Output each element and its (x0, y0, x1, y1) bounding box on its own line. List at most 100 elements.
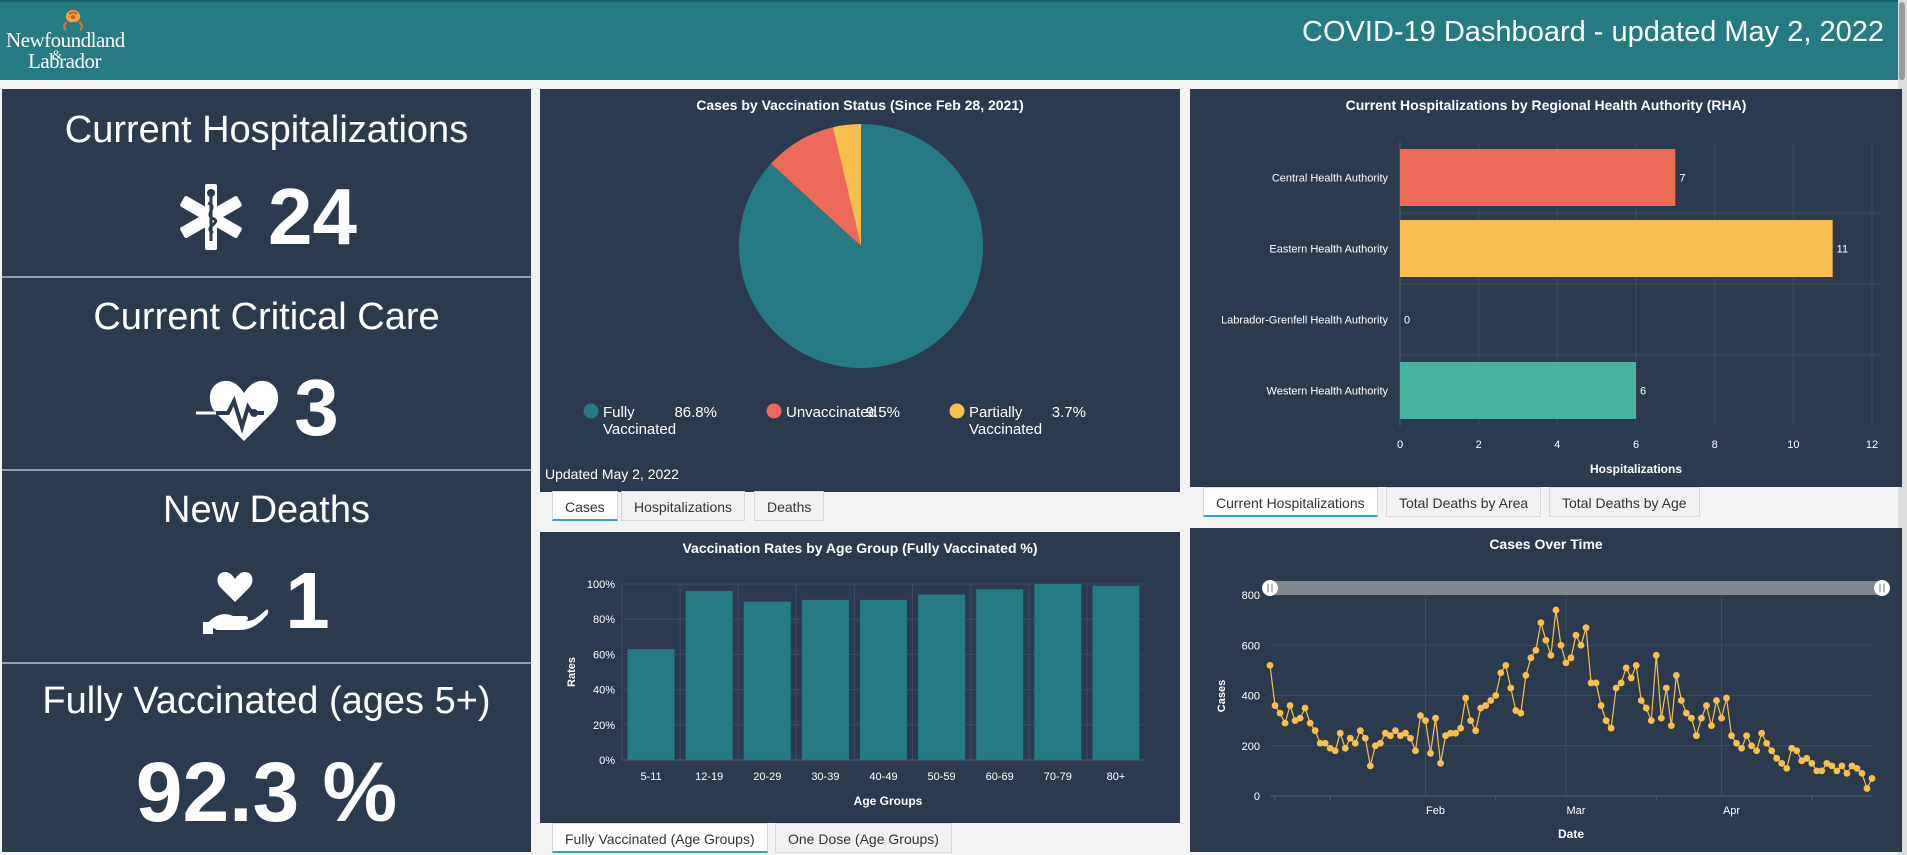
data-point[interactable] (1306, 719, 1314, 727)
date-range-slider[interactable] (1270, 581, 1882, 595)
data-point[interactable] (1743, 732, 1750, 740)
pie-slice-fully-vaccinated[interactable] (739, 124, 983, 369)
data-point[interactable] (1703, 702, 1710, 709)
data-point[interactable] (1512, 707, 1520, 714)
tab-total-deaths-by-age[interactable]: Total Deaths by Age (1549, 487, 1700, 517)
nl-logo[interactable]: Newfoundland & Labrador (6, 8, 136, 76)
data-point[interactable] (1567, 654, 1575, 662)
data-point[interactable] (1783, 764, 1791, 772)
bar-age-5-11[interactable] (627, 649, 675, 760)
data-point[interactable] (1291, 717, 1299, 725)
data-point[interactable] (1552, 606, 1560, 614)
bar-age-30-39[interactable] (801, 599, 849, 760)
data-point[interactable] (1773, 754, 1781, 762)
data-point[interactable] (1592, 679, 1600, 687)
data-point[interactable] (1422, 717, 1429, 725)
data-point[interactable] (1688, 714, 1695, 722)
data-point[interactable] (1562, 659, 1570, 667)
data-point[interactable] (1537, 619, 1545, 627)
data-point[interactable] (1587, 679, 1595, 687)
data-point[interactable] (1718, 714, 1725, 722)
data-point[interactable] (1427, 749, 1434, 757)
data-point[interactable] (1387, 732, 1394, 740)
data-point[interactable] (1542, 636, 1550, 644)
data-point[interactable] (1667, 722, 1675, 730)
data-point[interactable] (1532, 646, 1540, 654)
tab-one-dose-age-groups[interactable]: One Dose (Age Groups) (775, 823, 952, 853)
data-point[interactable] (1657, 714, 1665, 722)
data-point[interactable] (1341, 744, 1349, 752)
data-point[interactable] (1356, 727, 1364, 735)
data-point[interactable] (1517, 709, 1525, 717)
data-point[interactable] (1728, 732, 1735, 740)
data-point[interactable] (1452, 729, 1460, 737)
data-point[interactable] (1547, 651, 1555, 659)
data-point[interactable] (1502, 661, 1510, 669)
data-point[interactable] (1793, 747, 1801, 755)
data-point[interactable] (1662, 684, 1670, 692)
bar-age-20-29[interactable] (743, 601, 791, 760)
bar-central-health-authority[interactable] (1400, 149, 1676, 206)
bar-western-health-authority[interactable] (1400, 362, 1636, 419)
data-point[interactable] (1768, 747, 1776, 755)
slider-handle[interactable] (1262, 580, 1278, 596)
data-point[interactable] (1723, 694, 1730, 702)
bar-eastern-health-authority[interactable] (1400, 220, 1833, 277)
data-point[interactable] (1572, 631, 1580, 639)
cases-line-chart[interactable]: 0 200 400 600 800 Feb Mar Apr Date Cases (1190, 528, 1902, 852)
data-point[interactable] (1632, 661, 1640, 669)
data-point[interactable] (1708, 722, 1715, 730)
bar-age-70-79[interactable] (1034, 584, 1082, 760)
data-point[interactable] (1412, 747, 1419, 755)
data-point[interactable] (1276, 709, 1284, 717)
data-point[interactable] (1281, 719, 1289, 727)
data-point[interactable] (1472, 727, 1480, 735)
data-point[interactable] (1467, 717, 1475, 725)
data-point[interactable] (1271, 702, 1279, 709)
data-point[interactable] (1672, 672, 1680, 679)
data-point[interactable] (1316, 739, 1324, 747)
data-point[interactable] (1798, 757, 1806, 765)
tab-deaths[interactable]: Deaths (754, 491, 825, 521)
data-point[interactable] (1642, 704, 1650, 712)
data-point[interactable] (1863, 785, 1871, 792)
data-point[interactable] (1677, 697, 1685, 704)
data-point[interactable] (1381, 729, 1389, 737)
data-point[interactable] (1788, 744, 1796, 752)
data-point[interactable] (1522, 672, 1530, 679)
data-point[interactable] (1361, 734, 1369, 742)
tab-current-hospitalizations[interactable]: Current Hospitalizations (1203, 487, 1378, 517)
data-point[interactable] (1482, 702, 1490, 709)
data-point[interactable] (1266, 661, 1274, 669)
data-point[interactable] (1682, 709, 1690, 717)
data-point[interactable] (1351, 739, 1359, 747)
data-point[interactable] (1823, 759, 1831, 767)
tab-total-deaths-by-area[interactable]: Total Deaths by Area (1386, 487, 1542, 517)
data-point[interactable] (1402, 729, 1409, 737)
data-point[interactable] (1868, 775, 1876, 782)
bar-age-50-59[interactable] (918, 594, 966, 760)
data-point[interactable] (1497, 669, 1505, 677)
data-point[interactable] (1627, 674, 1635, 682)
data-point[interactable] (1417, 712, 1424, 719)
bar-age-40-49[interactable] (860, 599, 907, 760)
data-point[interactable] (1803, 754, 1811, 762)
data-point[interactable] (1407, 734, 1414, 742)
data-point[interactable] (1828, 762, 1836, 770)
data-point[interactable] (1331, 747, 1339, 755)
data-point[interactable] (1713, 697, 1720, 704)
data-point[interactable] (1507, 684, 1515, 692)
data-point[interactable] (1838, 762, 1846, 770)
data-point[interactable] (1607, 724, 1615, 732)
data-point[interactable] (1698, 714, 1705, 722)
data-point[interactable] (1813, 767, 1821, 775)
data-point[interactable] (1853, 764, 1861, 772)
data-point[interactable] (1622, 664, 1630, 672)
data-point[interactable] (1321, 739, 1329, 747)
data-point[interactable] (1366, 762, 1374, 770)
data-point[interactable] (1437, 759, 1444, 767)
data-point[interactable] (1738, 744, 1745, 752)
data-point[interactable] (1693, 732, 1700, 740)
data-point[interactable] (1652, 651, 1660, 659)
